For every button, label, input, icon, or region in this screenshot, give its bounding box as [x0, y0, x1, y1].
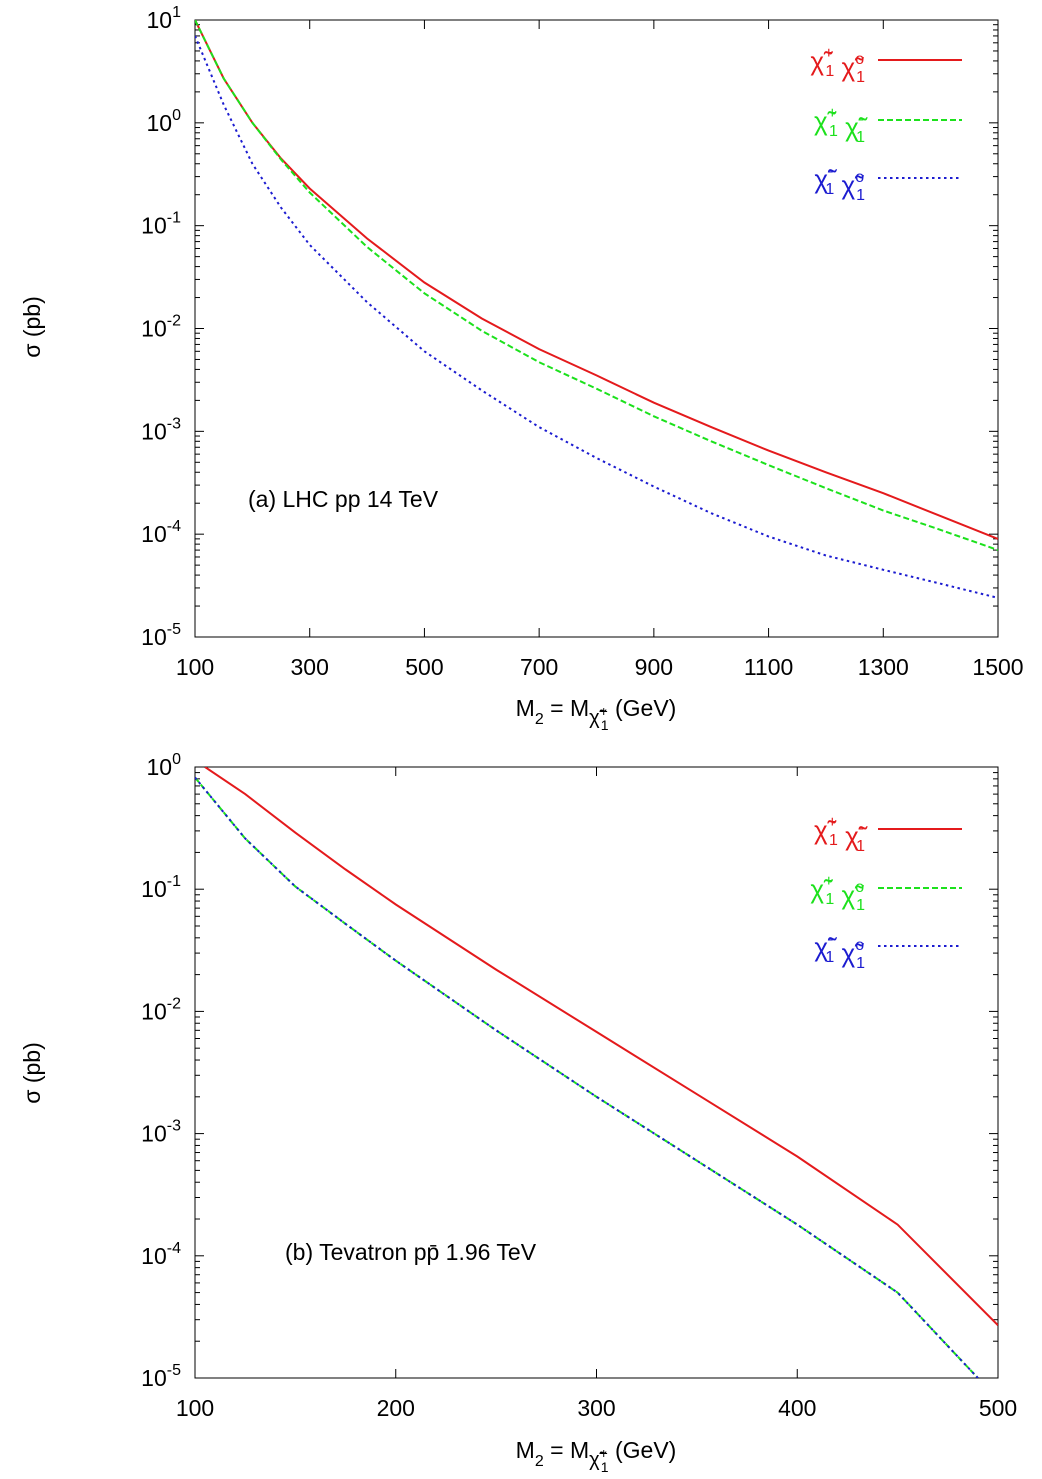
legend-label-0: χ̃+ 1 χ̃-1 [814, 814, 868, 855]
y-tick-label: 100 [147, 751, 182, 780]
x-axis-label: M2 = Mχ̃+ 1 (GeV) [516, 695, 677, 733]
y-tick-label: 10-4 [141, 1240, 181, 1269]
y-tick-label: 10-3 [141, 415, 181, 444]
series-line-0 [195, 20, 998, 540]
series-line-2 [195, 776, 979, 1378]
series-line-1 [195, 20, 998, 552]
x-axis-label: M2 = Mχ̃+ 1 (GeV) [516, 1437, 677, 1475]
panel-annotation: (a) LHC pp 14 TeV [248, 486, 439, 512]
legend-label-1: χ̃+ 1 χ̃-1 [814, 105, 868, 146]
x-tick-label: 500 [405, 654, 443, 680]
x-tick-label: 500 [979, 1395, 1017, 1421]
y-tick-label: 10-2 [141, 313, 181, 342]
y-tick-label: 100 [147, 107, 182, 136]
y-tick-label: 10-3 [141, 1118, 181, 1147]
x-tick-label: 900 [635, 654, 673, 680]
y-axis-label: σ (pb) [19, 1042, 45, 1104]
y-tick-label: 10-1 [141, 210, 181, 239]
x-tick-label: 1100 [744, 654, 793, 680]
x-tick-label: 300 [577, 1395, 615, 1421]
x-tick-label: 400 [778, 1395, 816, 1421]
legend-label-2: χ̃-1 χ̃o 1 [814, 931, 865, 972]
y-axis-label: σ (pb) [19, 296, 45, 358]
series-line-1 [195, 776, 979, 1378]
legend-label-0: χ̃+ 1 χ̃o 1 [810, 45, 865, 86]
x-tick-label: 300 [291, 654, 329, 680]
x-tick-label: 1500 [972, 654, 1023, 680]
plot-frame [194, 19, 999, 638]
x-tick-label: 200 [377, 1395, 415, 1421]
legend-label-2: χ̃-1 χ̃o 1 [814, 163, 865, 204]
x-tick-label: 1300 [858, 654, 909, 680]
y-tick-label: 10-5 [141, 621, 181, 650]
panel-b-tevatron: 100 200 300 400 500 100 10-1 10-2 10-3 10-4 10-5 χ̃… [19, 751, 1017, 1475]
y-tick-label: 10-4 [141, 518, 181, 547]
x-tick-label: 100 [176, 654, 214, 680]
panel-annotation: (b) Tevatron pp̄ 1.96 TeV [285, 1239, 537, 1265]
series-line-2 [195, 35, 998, 599]
plot-frame [194, 766, 999, 1379]
y-tick-label: 101 [147, 4, 182, 33]
panel-a-lhc: 100 300 500 700 900 1100 1300 1500 101 100 10-1 10-… [19, 4, 1024, 733]
y-tick-label: 10-1 [141, 873, 181, 902]
x-tick-label: 100 [176, 1395, 214, 1421]
legend-label-1: χ̃+ 1 χ̃o 1 [810, 873, 865, 914]
x-tick-label: 700 [520, 654, 558, 680]
y-tick-label: 10-2 [141, 995, 181, 1024]
y-tick-label: 10-5 [141, 1362, 181, 1391]
series-line-0 [204, 767, 998, 1327]
